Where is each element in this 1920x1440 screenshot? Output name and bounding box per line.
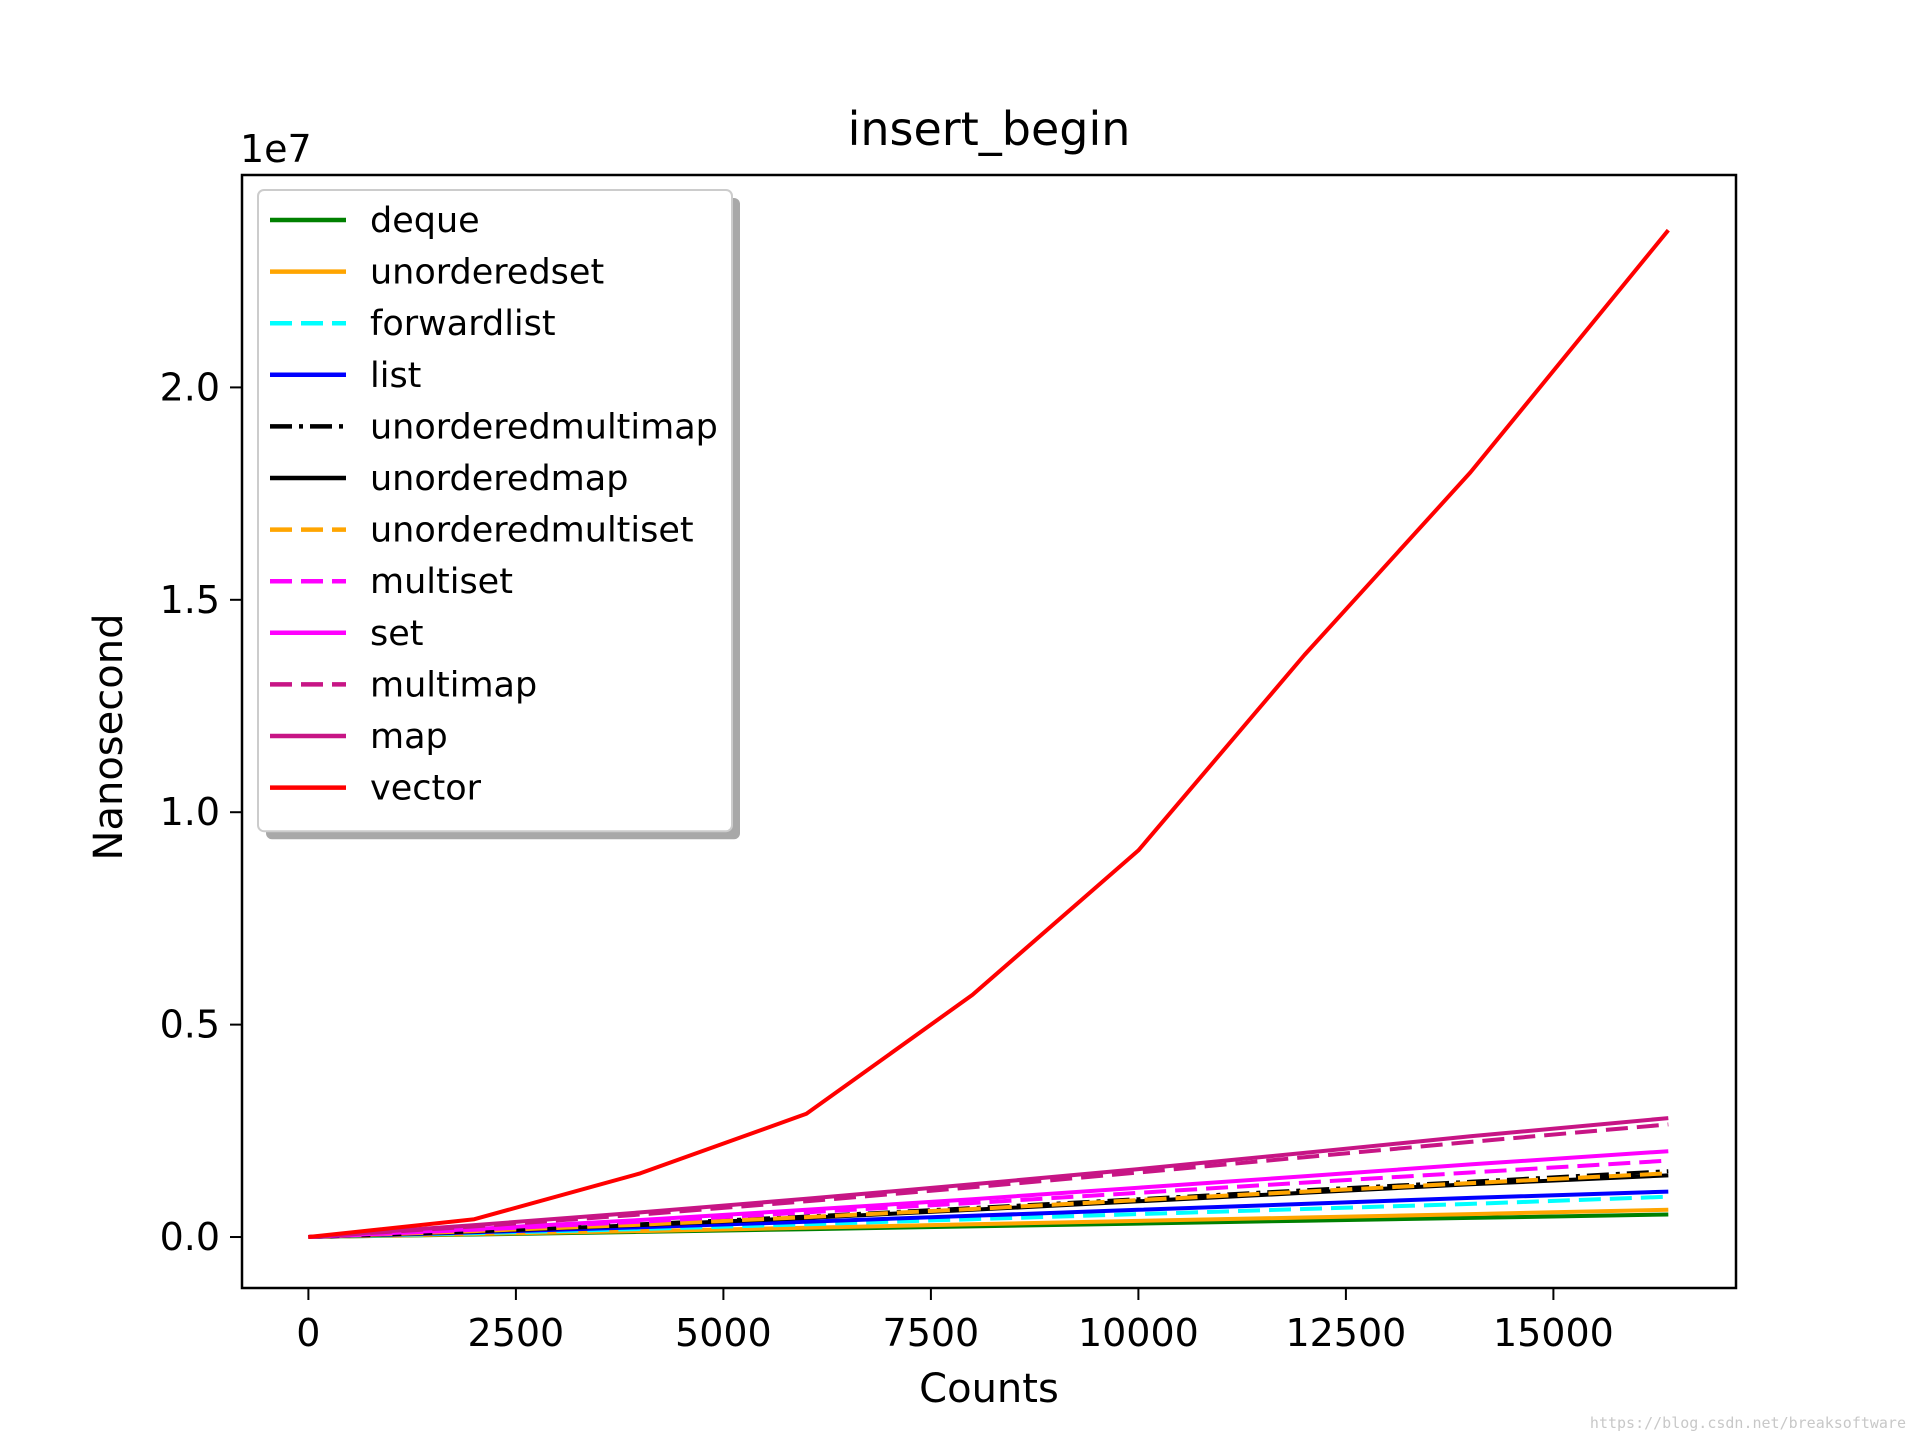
legend-label-multiset: multiset [370, 562, 513, 602]
legend-label-vector: vector [370, 769, 482, 809]
y-tick-label: 0.0 [160, 1215, 220, 1259]
legend-label-set: set [370, 614, 424, 654]
x-tick-label: 0 [296, 1311, 320, 1355]
y-axis-label: Nanosecond [86, 614, 132, 861]
x-tick-label: 12500 [1285, 1311, 1406, 1355]
y-tick-label: 2.0 [160, 365, 220, 409]
legend-label-map: map [370, 717, 448, 757]
x-tick-label: 10000 [1078, 1311, 1199, 1355]
y-tick-label: 1.5 [160, 578, 220, 622]
legend-label-multimap: multimap [370, 665, 537, 705]
series-line-set [308, 1149, 1669, 1239]
legend-label-forwardlist: forwardlist [370, 304, 556, 344]
series-line-vector [308, 228, 1670, 1239]
legend: deque unorderedset forwardlist list unordere… [257, 189, 740, 840]
y-axis-multiplier: 1e7 [240, 127, 312, 171]
plot-frame [240, 173, 1738, 1290]
legend-label-unorderedset: unorderedset [370, 253, 604, 293]
x-tick-label: 2500 [468, 1311, 565, 1355]
x-axis-label: Counts [919, 1366, 1059, 1412]
watermark: https://blog.csdn.net/breaksoftware [1589, 1414, 1906, 1432]
y-tick-label: 0.5 [160, 1003, 220, 1047]
x-tick-label: 7500 [883, 1311, 980, 1355]
y-tick-label: 1.0 [160, 790, 220, 834]
axes-layer: 0 2500 5000 7500 10000 12500 15000 0.0 0.5 1.0 1.5… [160, 173, 1738, 1355]
series-line-map [308, 1116, 1669, 1239]
series-line-multimap [308, 1122, 1669, 1239]
x-tick-label: 5000 [675, 1311, 772, 1355]
legend-label-unorderedmap: unorderedmap [370, 459, 628, 499]
x-tick-label: 15000 [1493, 1311, 1614, 1355]
legend-box [257, 189, 733, 833]
chart-title: insert_begin [848, 102, 1131, 156]
legend-label-unorderedmultimap: unorderedmultimap [370, 407, 718, 447]
legend-label-deque: deque [370, 201, 480, 241]
series-layer [308, 228, 1670, 1239]
legend-label-list: list [370, 356, 421, 396]
legend-label-unorderedmultiset: unorderedmultiset [370, 511, 694, 551]
